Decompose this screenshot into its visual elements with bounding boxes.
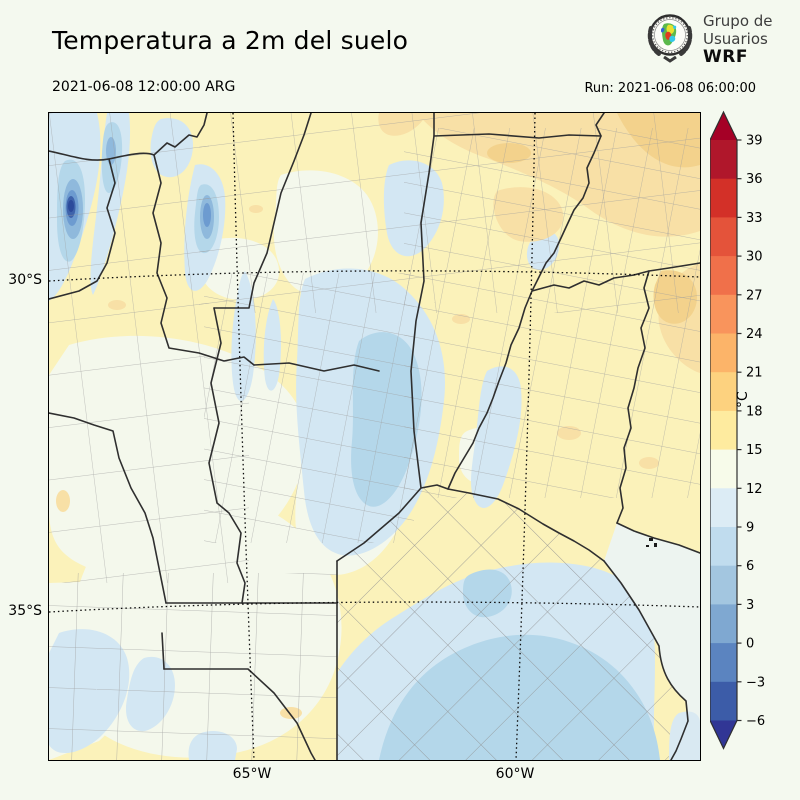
colorbar-segment	[710, 604, 737, 644]
colorbar-tick-label: 36	[746, 172, 763, 187]
colorbar-tick-label: 3	[746, 598, 754, 613]
colorbar-segment	[710, 643, 737, 683]
colorbar-segment	[710, 294, 737, 334]
colorbar-segment	[710, 681, 737, 721]
colorbar-tick-label: 12	[746, 482, 763, 497]
colorbar-tick-label: 18	[746, 404, 763, 419]
colorbar-segment	[710, 488, 737, 528]
colorbar-unit-label: °C	[735, 391, 751, 408]
temperature-colorbar: 39 36 33 30 27 24 21 18 15 12 9 6 3 0 −3 −6	[709, 110, 795, 764]
colorbar-segment	[710, 410, 737, 451]
colorbar-segment	[710, 527, 737, 567]
colorbar-tick-label: 9	[746, 521, 754, 536]
logo-text-line1: Grupo de	[703, 12, 773, 30]
colorbar-extend-under-arrow	[710, 720, 737, 749]
colorbar-segment	[710, 449, 737, 489]
temperature-map-canvas	[48, 112, 701, 761]
colorbar-segment	[710, 178, 737, 218]
ytick-30s: 30°S	[8, 272, 42, 288]
run-time-label: Run: 2021-06-08 06:00:00	[584, 81, 756, 96]
colorbar-tick-label: 33	[746, 211, 763, 226]
colorbar-tick-label: 15	[746, 443, 763, 458]
wrf-logo-emblem-icon	[644, 10, 696, 68]
temperature-map-svg	[48, 112, 701, 761]
colorbar-tick-label: 39	[746, 134, 763, 149]
wrf-users-group-logo: Grupo de Usuarios WRF	[644, 12, 798, 66]
colorbar-tick-label: −3	[746, 675, 765, 690]
colorbar-tick-label: −6	[746, 714, 765, 729]
colorbar-extend-over-arrow	[710, 112, 737, 140]
ytick-35s: 35°S	[8, 603, 42, 619]
colorbar-tick-label: 21	[746, 366, 763, 381]
colorbar-segment	[710, 333, 737, 373]
colorbar-tick-label: 6	[746, 559, 754, 574]
colorbar-tick-label: 24	[746, 327, 763, 342]
colorbar-tick-label: 0	[746, 637, 754, 652]
colorbar-tick-label: 27	[746, 288, 763, 303]
logo-text-wrf: WRF	[703, 47, 748, 67]
colorbar-segment	[710, 565, 737, 605]
xtick-65w: 65°W	[232, 766, 272, 782]
colorbar-segment	[710, 256, 737, 296]
logo-text-line2: Usuarios	[703, 30, 768, 48]
valid-time-label: 2021-06-08 12:00:00 ARG	[52, 79, 236, 95]
xtick-60w: 60°W	[495, 766, 535, 782]
colorbar-segment	[710, 140, 737, 180]
colorbar-tick-label: 30	[746, 250, 763, 265]
colorbar-segment	[710, 217, 737, 257]
page-title: Temperatura a 2m del suelo	[52, 26, 409, 55]
colorbar-segment	[710, 372, 737, 412]
